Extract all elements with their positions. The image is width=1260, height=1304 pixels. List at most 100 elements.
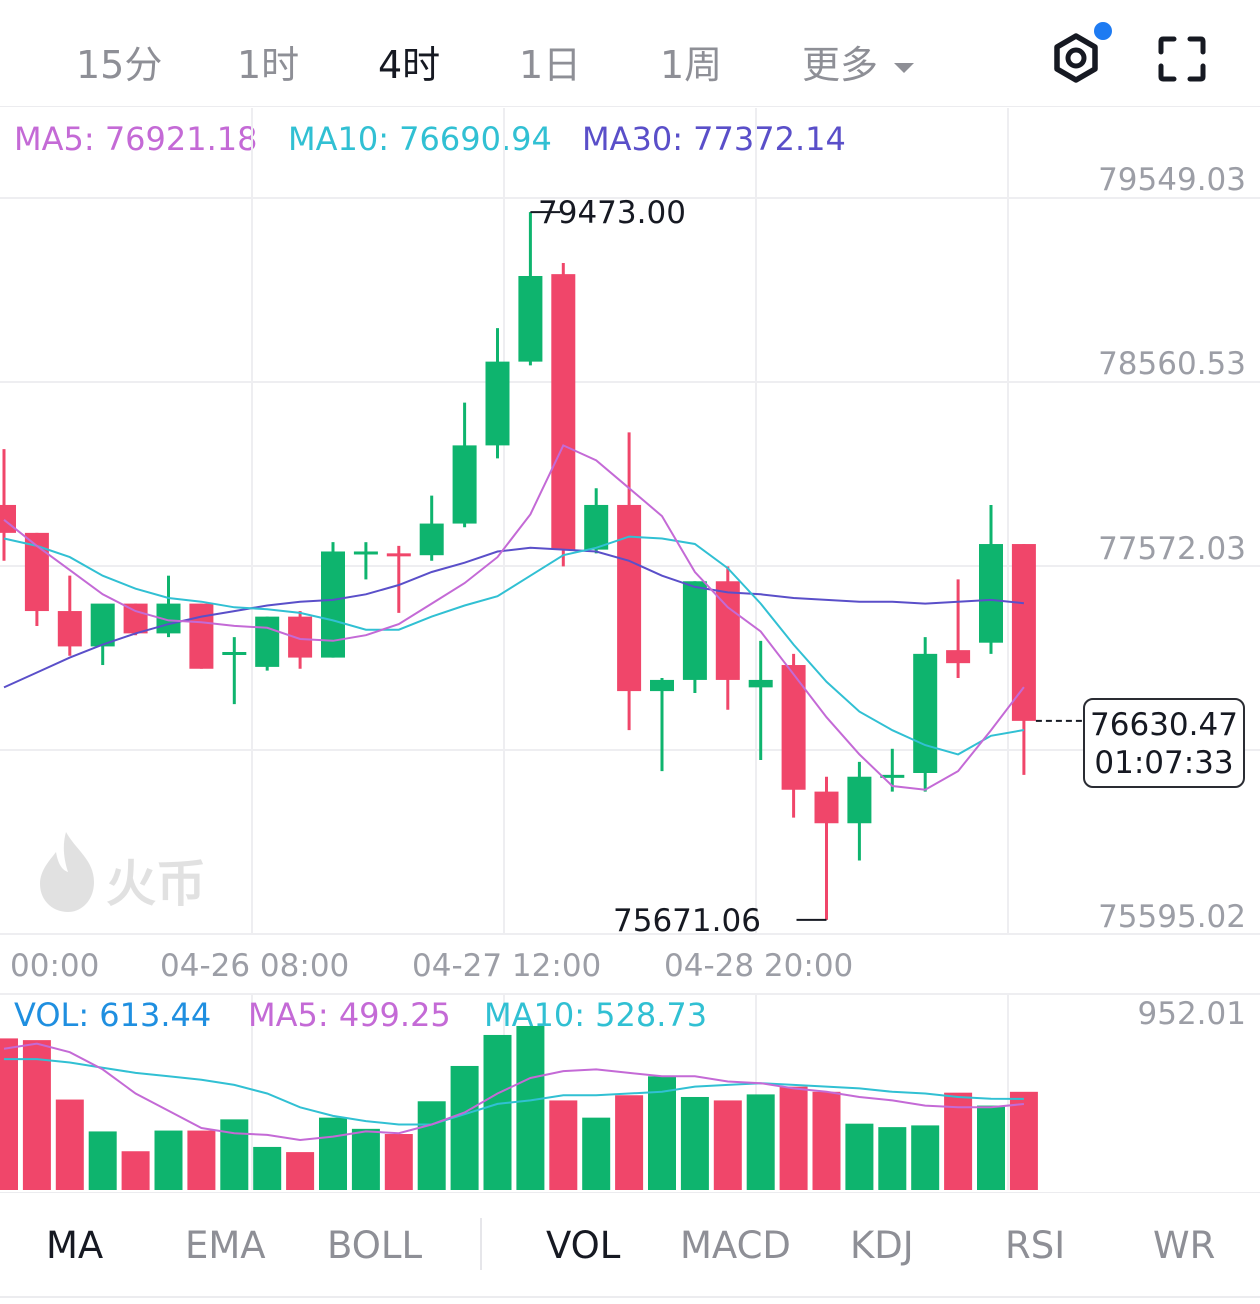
settings-gear-icon[interactable]: [1048, 22, 1112, 86]
candle-body: [946, 650, 971, 664]
caret-down-icon: [894, 62, 915, 73]
candle-body: [979, 544, 1003, 643]
volume-bar: [154, 1130, 183, 1190]
tab-more[interactable]: 更多: [802, 34, 915, 89]
tab-4h[interactable]: 4时: [378, 34, 440, 89]
ma30-line: [3, 546, 1024, 689]
indicator-tab-kdj[interactable]: KDJ: [850, 1224, 914, 1267]
tab-1h[interactable]: 1时: [237, 34, 299, 89]
current-price: 76630.47: [1090, 707, 1238, 743]
candle-body: [123, 603, 148, 634]
volume-bar: [483, 1034, 512, 1190]
candle-body: [650, 679, 674, 692]
vol-ma5-line: [3, 1042, 1024, 1142]
huobi-flame-icon: [40, 832, 94, 912]
candle-body: [682, 581, 707, 680]
indicator-bar-top-line: [0, 1192, 1260, 1193]
volume-bar: [648, 1076, 676, 1190]
candle-body: [518, 275, 543, 362]
tab-15m[interactable]: 15分: [76, 34, 162, 89]
volume-bar: [878, 1127, 907, 1190]
volume-bar: [253, 1146, 282, 1190]
vol-ma5-legend: MA5: 499.25: [248, 996, 451, 1034]
candle-body: [1011, 544, 1036, 721]
candle-body: [814, 791, 839, 824]
indicator-tab-macd[interactable]: MACD: [680, 1224, 791, 1267]
volume-bar: [845, 1123, 874, 1190]
price-axis-label: 75595.02: [1098, 899, 1246, 935]
tab-1w[interactable]: 1周: [660, 34, 722, 89]
notification-dot: [1094, 22, 1112, 40]
volume-bar: [319, 1117, 347, 1190]
volume-bar: [680, 1096, 709, 1190]
tab-1h-label: 1时: [237, 43, 300, 87]
ma30-legend: MA30: 77372.14: [582, 120, 846, 158]
tab-15m-label: 15分: [76, 43, 163, 87]
candle-body: [715, 581, 740, 680]
candle-body: [551, 274, 576, 550]
indicator-tab-ema[interactable]: EMA: [185, 1224, 266, 1267]
vol-max-label: 952.01: [1137, 996, 1246, 1032]
indicator-tab-vol[interactable]: VOL: [546, 1224, 621, 1267]
volume-bar: [746, 1094, 775, 1190]
ma10-legend: MA10: 76690.94: [288, 120, 552, 158]
volume-bar: [911, 1125, 940, 1190]
volume-bar: [713, 1100, 742, 1190]
fullscreen-icon[interactable]: [1158, 36, 1206, 82]
watermark-text: 火币: [106, 855, 206, 913]
volume-bar: [516, 1026, 545, 1190]
volume-bar: [187, 1130, 216, 1190]
vol-legend: VOL: 613.44: [14, 996, 212, 1034]
tabbar-divider: [0, 106, 1260, 107]
volume-bar: [615, 1095, 644, 1190]
volume-bar: [55, 1099, 84, 1190]
price-axis-label: 79549.03: [1098, 162, 1246, 198]
volume-bar: [22, 1040, 51, 1190]
volume-bar: [779, 1086, 808, 1190]
volume-bar: [88, 1131, 117, 1190]
candle-body: [419, 523, 444, 556]
volume-bar: [417, 1101, 446, 1190]
indicator-divider: [480, 1218, 482, 1270]
candle-body: [57, 611, 82, 647]
volume-bar: [582, 1117, 611, 1190]
volume-bar: [1009, 1091, 1038, 1190]
volume-bar: [0, 1038, 18, 1190]
current-price-tag: 76630.47 01:07:33: [1083, 698, 1245, 788]
candle-body: [255, 616, 280, 667]
indicator-tab-ma[interactable]: MA: [46, 1224, 104, 1267]
vol-ma10-line: [4, 1058, 1024, 1126]
volume-bar: [384, 1134, 413, 1190]
indicator-tab-wr[interactable]: WR: [1153, 1224, 1216, 1267]
indicator-tab-rsi[interactable]: RSI: [1005, 1224, 1066, 1267]
time-axis-label: 00:00: [10, 948, 100, 984]
volume-bar: [812, 1091, 841, 1190]
tab-1w-label: 1周: [660, 43, 723, 87]
candle-body: [222, 652, 247, 656]
volume-bar: [450, 1065, 479, 1190]
price-axis-label: 77572.03: [1098, 531, 1246, 567]
candlestick-chart[interactable]: [0, 0, 1260, 1200]
low-price-marker: 75671.06: [613, 903, 761, 939]
tab-more-label: 更多: [802, 43, 879, 87]
tab-1d[interactable]: 1日: [519, 34, 581, 89]
candle-body: [353, 551, 378, 555]
candle-body: [880, 774, 905, 778]
volume-bar: [351, 1128, 380, 1190]
volume-bar: [944, 1092, 973, 1190]
candle-body: [584, 504, 609, 550]
candle-body: [485, 361, 510, 446]
candle-body: [847, 776, 872, 824]
time-axis-label: 04-27 12:00: [412, 948, 602, 984]
volume-bar: [549, 1100, 578, 1190]
candle-body: [748, 679, 773, 688]
candle-countdown: 01:07:33: [1094, 745, 1234, 781]
volume-bar: [220, 1119, 249, 1190]
vol-ma10-legend: MA10: 528.73: [484, 996, 708, 1034]
indicator-tab-boll[interactable]: BOLL: [327, 1224, 423, 1267]
indicator-bar-bottom-line: [0, 1296, 1260, 1298]
volume-bar: [286, 1152, 315, 1190]
price-axis-label: 78560.53: [1098, 346, 1246, 382]
ma5-line: [3, 444, 1025, 791]
candle-body: [617, 504, 642, 692]
